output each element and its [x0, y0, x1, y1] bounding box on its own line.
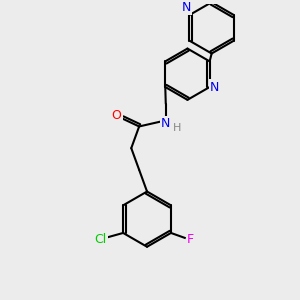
Text: H: H	[172, 123, 181, 134]
Text: O: O	[112, 109, 122, 122]
Text: Cl: Cl	[94, 233, 106, 246]
Text: N: N	[182, 1, 191, 13]
Text: N: N	[210, 80, 219, 94]
Text: N: N	[161, 117, 170, 130]
Text: F: F	[187, 233, 194, 246]
